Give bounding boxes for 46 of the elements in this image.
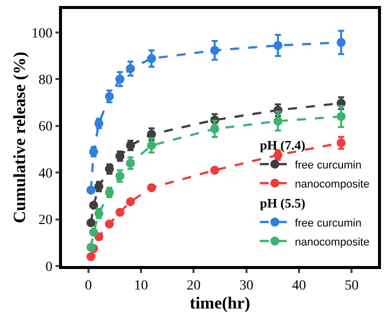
point — [336, 138, 346, 148]
x-tick-label: 50 — [344, 278, 359, 294]
y-tick-label: 0 — [45, 260, 52, 275]
point — [89, 228, 98, 237]
point — [86, 242, 96, 252]
point — [126, 64, 135, 74]
x-axis-title: time(hr) — [190, 294, 250, 313]
point — [210, 124, 220, 134]
point — [147, 140, 156, 150]
legend-label: free curcumin — [294, 159, 362, 172]
y-tick-label: 60 — [38, 120, 52, 135]
point — [147, 183, 156, 192]
point — [336, 38, 346, 47]
annotation: pH (7.4) — [260, 138, 306, 153]
y-tick-label: 80 — [38, 72, 52, 88]
y-tick-label: 20 — [38, 213, 52, 228]
point — [86, 218, 96, 228]
point — [126, 197, 135, 206]
point — [86, 186, 96, 195]
legend-label: free curcumin — [294, 217, 362, 230]
point — [210, 46, 220, 55]
point — [94, 232, 104, 242]
point — [86, 252, 96, 262]
point — [115, 74, 124, 84]
x-tick-label: 30 — [239, 278, 254, 294]
point — [273, 116, 282, 126]
x-tick-label: 20 — [186, 278, 201, 294]
point — [126, 158, 135, 168]
x-tick-label: 10 — [134, 278, 148, 294]
x-tick-label: 0 — [84, 278, 92, 294]
point — [104, 92, 114, 101]
point — [115, 208, 124, 217]
y-axis-title: Cumulative release (%) — [10, 52, 29, 224]
point — [273, 40, 282, 50]
annotation: pH (5.5) — [260, 196, 306, 211]
legend-label: nanocomposite — [294, 178, 370, 190]
point — [336, 112, 346, 121]
point — [147, 54, 156, 64]
point — [104, 219, 114, 228]
legend-label: nanocomposite — [294, 236, 370, 248]
point — [210, 166, 220, 175]
point — [115, 172, 124, 181]
x-tick-label: 40 — [292, 278, 306, 294]
y-tick-label: 100 — [31, 26, 52, 42]
point — [89, 200, 98, 210]
y-tick-label: 40 — [38, 166, 52, 182]
